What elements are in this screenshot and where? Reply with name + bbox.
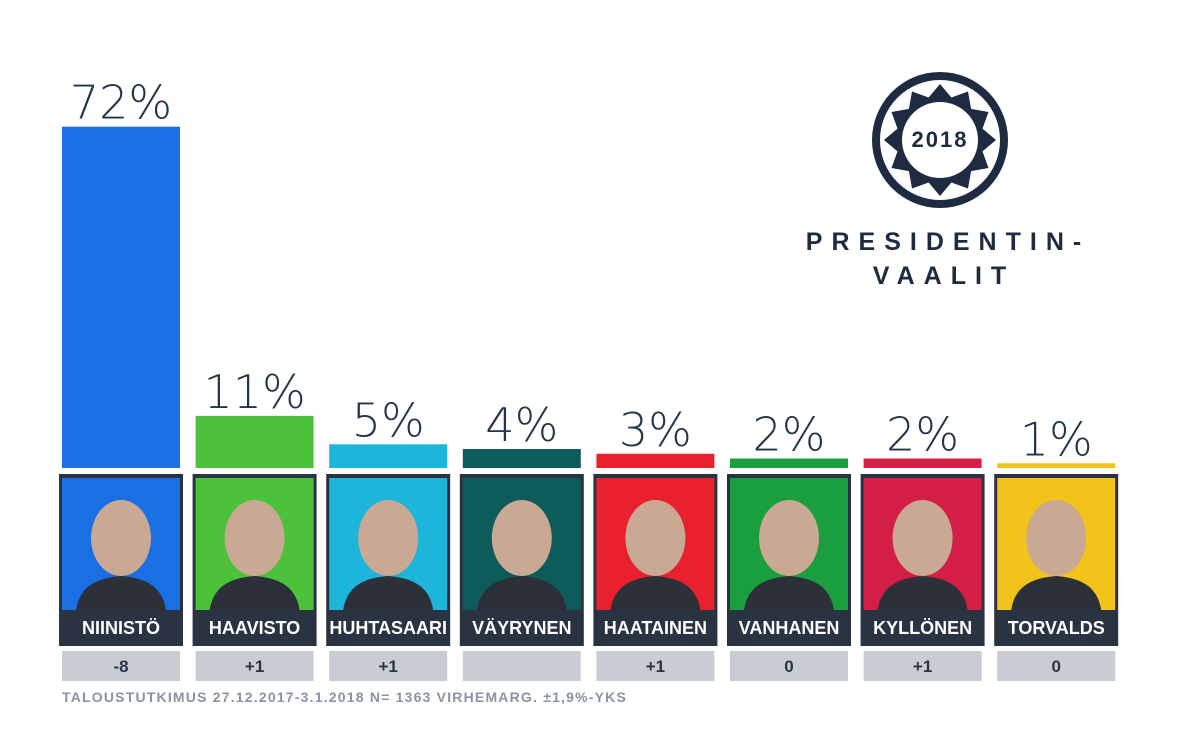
change-label: +1 (245, 657, 264, 676)
bar (195, 415, 314, 468)
name-band (195, 610, 314, 644)
bar (596, 453, 715, 468)
portrait-head (759, 500, 819, 576)
name-band (863, 610, 982, 644)
bar (730, 458, 848, 468)
portrait (744, 576, 834, 610)
logo-center (902, 102, 978, 178)
candidate-name: HUHTASAARI (329, 618, 447, 638)
change-label: +1 (379, 657, 398, 676)
candidate-name: HAATAINEN (604, 618, 707, 638)
logo-year: 2018 (912, 127, 969, 152)
portrait-head (491, 500, 552, 576)
portrait-head (91, 500, 151, 576)
value-label: 3% (619, 403, 692, 457)
candidate-name: VÄYRYNEN (472, 618, 571, 638)
name-band (329, 610, 448, 644)
name-band (62, 610, 180, 644)
bar (62, 126, 180, 468)
logo-line1: PRESIDENTIN- (806, 228, 1090, 256)
candidate-name: HAAVISTO (209, 618, 300, 638)
name-band (730, 610, 848, 644)
value-label: 2% (886, 408, 959, 462)
candidate-name: TORVALDS (1008, 618, 1105, 638)
portrait-head (358, 500, 419, 576)
change-label: +1 (646, 657, 665, 676)
change-box (195, 651, 314, 681)
logo: 2018 PRESIDENTIN- VAALIT (806, 72, 1090, 290)
portrait-head (1026, 500, 1087, 576)
change-label: -8 (113, 657, 128, 676)
portrait (76, 576, 166, 610)
bar (863, 458, 982, 468)
portrait (209, 576, 300, 610)
change-box (462, 651, 581, 681)
value-label: 2% (753, 408, 826, 462)
value-label: 5% (352, 393, 425, 447)
change-label: 0 (784, 657, 793, 676)
change-box (62, 651, 180, 681)
portrait (343, 576, 434, 610)
portrait-head (625, 500, 686, 576)
change-box (730, 651, 848, 681)
portrait (877, 576, 968, 610)
value-label: 4% (485, 398, 558, 452)
candidate-name: NIINISTÖ (82, 618, 160, 638)
change-label: 0 (1051, 657, 1060, 676)
change-box (329, 651, 448, 681)
portrait (1011, 576, 1102, 610)
portrait (610, 576, 701, 610)
bar (997, 463, 1116, 468)
logo-line2: VAALIT (873, 262, 1015, 290)
source-note: TALOUSTUTKIMUS 27.12.2017-3.1.2018 N= 13… (62, 689, 627, 705)
change-box (997, 651, 1116, 681)
name-band (462, 610, 581, 644)
change-box (596, 651, 715, 681)
name-band (596, 610, 715, 644)
portrait-head (892, 500, 953, 576)
bar (329, 444, 448, 468)
value-label: 1% (1020, 412, 1093, 466)
candidate-name: KYLLÖNEN (873, 618, 972, 638)
portrait-head (224, 500, 285, 576)
portrait (476, 576, 567, 610)
change-label: +1 (913, 657, 932, 676)
value-label: 72% (70, 76, 172, 130)
value-label: 11% (203, 365, 305, 419)
change-box (863, 651, 982, 681)
name-band (997, 610, 1116, 644)
candidate-name: VANHANEN (739, 618, 840, 638)
bar (462, 449, 581, 468)
